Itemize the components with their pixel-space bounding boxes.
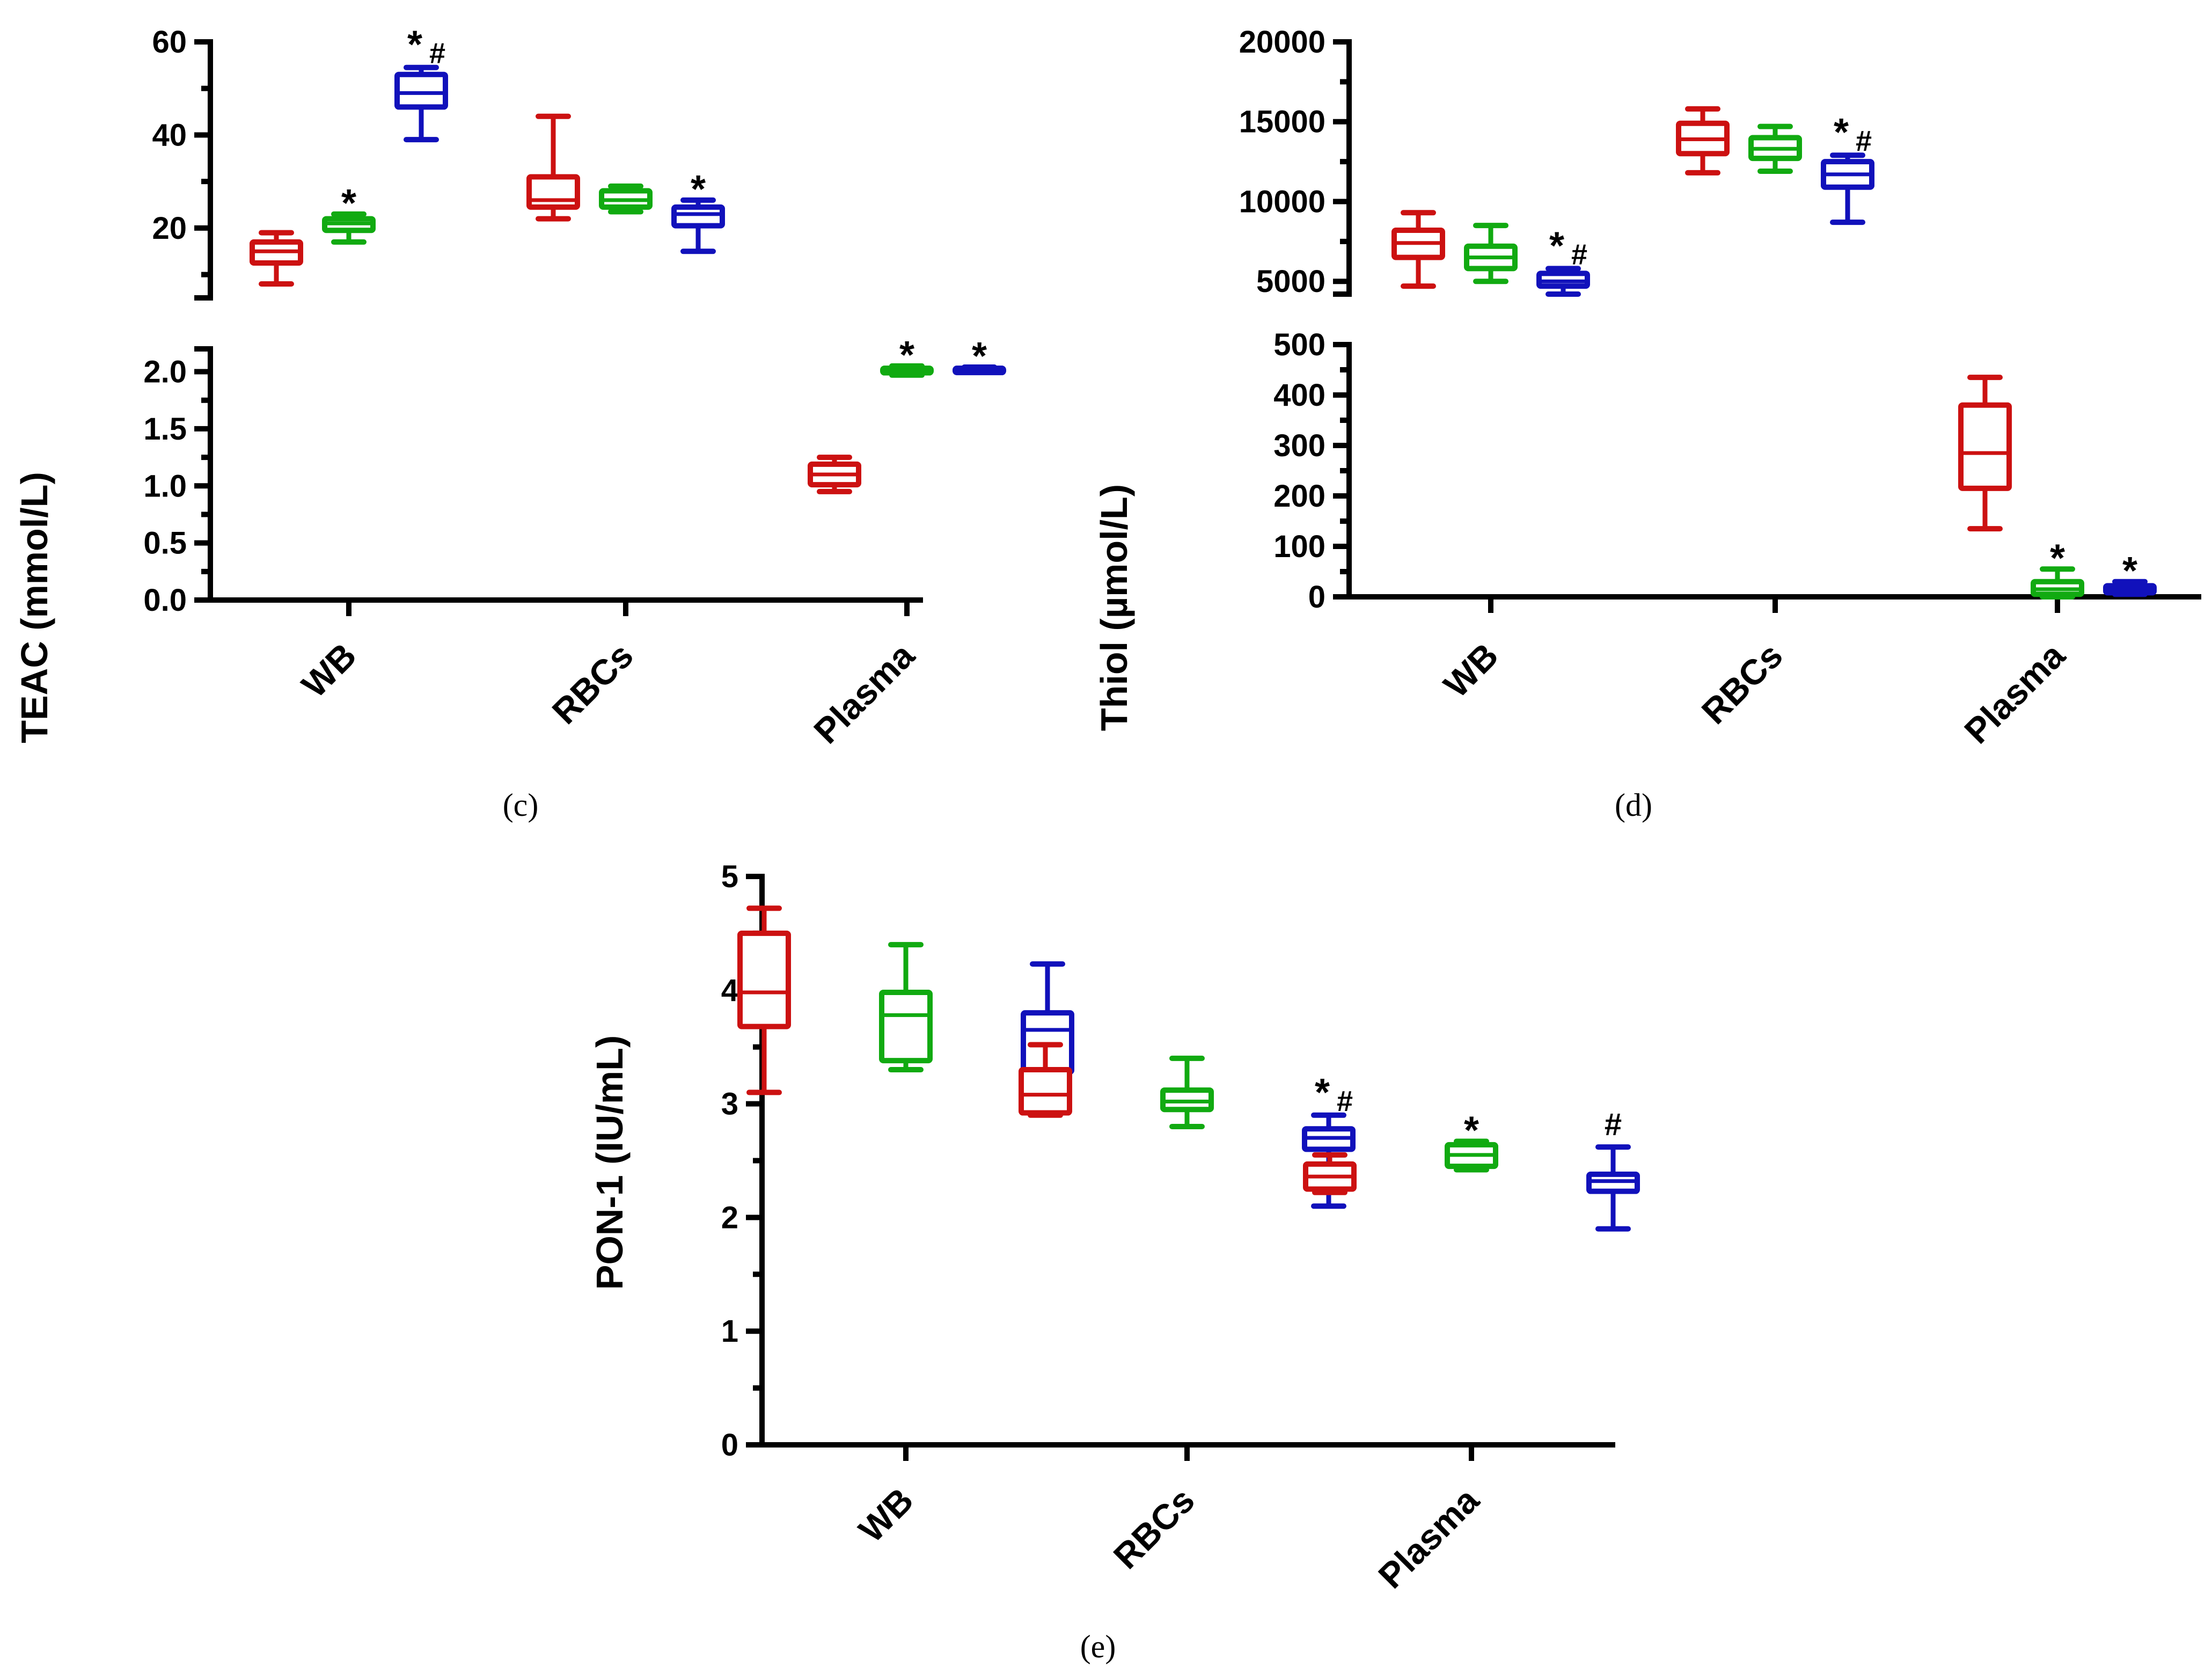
panel-c-ytick-label: 1.0 (143, 469, 187, 503)
panel-c-box-plot (599, 183, 653, 215)
panel-e-significance-star: * (1464, 1109, 1479, 1152)
panel-c-box-plot (671, 197, 725, 254)
panel-d-significance-star: * (2122, 550, 2137, 593)
panel-d-significance-star: * (1834, 111, 1849, 154)
panel-c-ytick-label: 0.0 (143, 583, 187, 618)
panel-d-ytick-label: 500 (1273, 327, 1325, 362)
panel-d-box-plot (1464, 223, 1518, 284)
panel-e-box-plot (1303, 1152, 1357, 1195)
panel-c-ylabel: TEAC (mmol/L) (13, 472, 55, 743)
panel-c-category-label: RBCs (545, 635, 641, 732)
panel-d-ytick-label: 0 (1308, 580, 1325, 615)
panel-d-ytick-label: 20000 (1239, 25, 1325, 60)
panel-c-significance-star: * (972, 335, 987, 378)
panel-d-box-plot (1748, 123, 1802, 174)
panel-d-box-plot (1821, 152, 1874, 225)
panel-e-caption: (e) (1080, 1629, 1116, 1664)
panel-e-box-plot (1445, 1138, 1498, 1173)
panel-d-ytick-label: 200 (1273, 479, 1325, 514)
panel-e-ytick-label: 5 (721, 859, 738, 894)
panel-c-ytick-label: 0.5 (143, 526, 187, 561)
panel-d-significance-hash: # (1856, 125, 1872, 157)
panel-c-box-iqr (394, 71, 448, 110)
panel-e-box-plot (1586, 1144, 1640, 1232)
panel-c-box-iqr (526, 174, 580, 210)
panel-c-ytick-label: 40 (152, 118, 187, 152)
panel-d-ytick-label: 10000 (1239, 184, 1325, 219)
panel-e-significance-hash: # (1337, 1085, 1353, 1117)
panel-c-significance-hash: # (429, 38, 445, 70)
panel-d-caption: (d) (1615, 787, 1652, 823)
panel-e-box-plot (1160, 1055, 1214, 1129)
panel-d-box-plot (1676, 106, 1730, 176)
panel-c-box-plot (394, 64, 448, 143)
panel-c-category-label: Plasma (806, 635, 922, 751)
panel-c-box-iqr (671, 204, 725, 229)
panel-e-box-iqr (1019, 1067, 1072, 1116)
panel-c-significance-star: * (341, 182, 356, 225)
panel-d-significance-star: * (1549, 224, 1564, 267)
panel-d-ytick-label: 300 (1273, 428, 1325, 463)
panel-c-ytick-label: 60 (152, 25, 187, 60)
panel-c-significance-star: * (899, 334, 914, 377)
panel-c-teac: TEAC (mmol/L) (c) 20 40 60 0.0 0.5 1.0 1.5 2.0 W… (13, 24, 1006, 823)
panel-e-category-label: RBCs (1106, 1480, 1202, 1576)
panel-e-box-plot (1019, 1042, 1072, 1118)
panel-e-ytick-label: 0 (721, 1428, 738, 1463)
panel-e-category-label: Plasma (1371, 1480, 1487, 1596)
panel-d-category-label: Plasma (1957, 635, 2073, 751)
panel-c-box-plot (808, 455, 861, 494)
panel-e-box-plot (737, 905, 791, 1095)
panel-e-ytick-label: 2 (721, 1200, 738, 1235)
panel-c-significance-star: * (407, 24, 422, 67)
panel-d-box-plot (1391, 210, 1445, 289)
panel-c-box-plot (953, 364, 1006, 376)
panel-c-significance-star: * (691, 168, 706, 211)
panel-e-category-label: WB (851, 1480, 921, 1550)
panel-c-box-plot (250, 230, 303, 287)
panel-d-box-iqr (1958, 402, 2012, 491)
panel-d-category-label: WB (1436, 635, 1506, 705)
panel-d-box-plot (2031, 566, 2084, 600)
panel-e-ytick-label: 1 (721, 1314, 738, 1349)
panel-d-significance-hash: # (1571, 238, 1587, 271)
panel-d-box-plot (1958, 375, 2012, 532)
panel-e-significance-star: * (1315, 1071, 1330, 1114)
panel-e-significance-hash: # (1605, 1107, 1622, 1142)
panel-c-box-plot (322, 211, 376, 245)
panel-d-thiol: Thiol (µmol/L) (d) 5000 10000 15000 20000 0 1… (1093, 25, 2201, 823)
panel-d-ylabel: Thiol (µmol/L) (1093, 484, 1135, 731)
panel-e-box-iqr (879, 990, 933, 1064)
panel-c-caption: (c) (503, 787, 539, 823)
panel-c-ytick-label: 20 (152, 211, 187, 246)
panel-c-category-label: WB (294, 635, 364, 705)
panel-e-ylabel: PON-1 (IU/mL) (589, 1035, 631, 1290)
panel-e-ytick-label: 3 (721, 1087, 738, 1122)
panel-d-ytick-label: 15000 (1239, 105, 1325, 140)
panel-d-ytick-label: 400 (1273, 378, 1325, 413)
panel-c-ytick-label: 2.0 (143, 355, 187, 390)
panel-e-ytick-label: 4 (721, 973, 738, 1008)
panel-c-box-plot (880, 363, 934, 378)
panel-d-box-plot (2103, 579, 2157, 597)
panel-e-box-iqr (737, 930, 791, 1029)
panel-d-box-plot (1536, 266, 1590, 297)
panel-c-ytick-label: 1.5 (143, 412, 187, 447)
panel-d-ytick-label: 5000 (1256, 264, 1325, 299)
panel-d-significance-star: * (2050, 537, 2065, 580)
panel-d-category-label: RBCs (1694, 635, 1790, 732)
panel-c-box-plot (526, 113, 580, 222)
panel-d-ytick-label: 100 (1273, 529, 1325, 564)
panel-e-box-plot (879, 942, 933, 1073)
